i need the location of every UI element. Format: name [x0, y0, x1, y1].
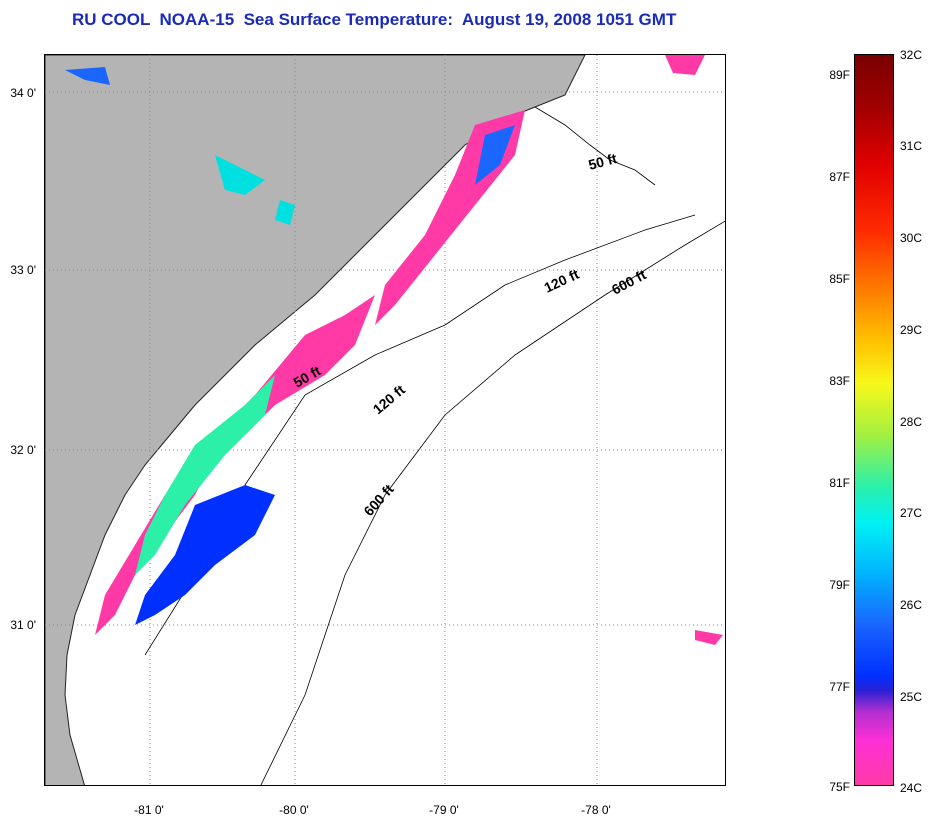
cbar-c-32: 32C [900, 48, 923, 62]
cbar-f-77: 77F [829, 680, 850, 694]
cbar-c-31: 31C [900, 139, 923, 153]
temperature-colorbar [854, 54, 894, 786]
cbar-c-30: 30C [900, 231, 923, 245]
cbar-f-89: 89F [829, 68, 850, 82]
isobath-label-600ft-north: 600 ft [609, 266, 649, 297]
lon-label-78: -78 0' [581, 803, 611, 817]
isobath-label-50ft-north: 50 ft [587, 150, 619, 173]
cbar-c-28: 28C [900, 415, 923, 429]
cbar-c-27: 27C [900, 506, 923, 520]
lat-label-33: 33 0' [10, 263, 36, 277]
graticule [45, 55, 725, 785]
lon-label-79: -79 0' [429, 803, 459, 817]
isobath-label-120ft-south: 120 ft [370, 381, 409, 417]
sst-map-canvas: 50 ft 120 ft 600 ft 50 ft 120 ft 600 ft [45, 55, 725, 785]
cbar-c-24: 24C [900, 781, 923, 795]
lat-label-32: 32 0' [10, 443, 36, 457]
lat-label-34: 34 0' [10, 86, 36, 100]
cbar-f-75: 75F [829, 780, 850, 794]
lon-label-80: -80 0' [279, 803, 309, 817]
land-mass [45, 55, 586, 785]
cbar-c-25: 25C [900, 690, 923, 704]
lat-label-31: 31 0' [10, 618, 36, 632]
cbar-f-87: 87F [829, 170, 850, 184]
cbar-f-85: 85F [829, 272, 850, 286]
sst-map: 50 ft 120 ft 600 ft 50 ft 120 ft 600 ft [44, 54, 726, 786]
cbar-f-83: 83F [829, 374, 850, 388]
lon-label-81: -81 0' [134, 803, 164, 817]
cbar-c-26: 26C [900, 598, 923, 612]
cbar-f-79: 79F [829, 578, 850, 592]
cbar-f-81: 81F [829, 476, 850, 490]
sst-patches [65, 55, 723, 645]
map-title: RU COOL NOAA-15 Sea Surface Temperature:… [72, 10, 677, 29]
cbar-c-29: 29C [900, 323, 923, 337]
